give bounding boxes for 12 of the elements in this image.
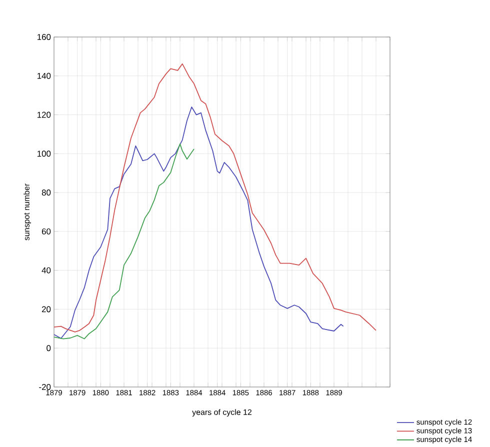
y-tick-label: 140 [37,72,51,79]
y-tick-label: 0 [46,345,51,352]
y-tick-label: 80 [42,189,51,196]
y-tick-label: 40 [42,267,51,274]
y-tick-label: 100 [37,150,51,157]
y-tick-label: 20 [42,306,51,312]
line-series [54,106,344,339]
y-tick-label: 60 [42,228,51,234]
y-tick-label: 120 [37,112,51,118]
y-tick-label: 160 [37,34,51,40]
line-series [54,143,194,340]
y-tick-label: -20 [39,384,51,390]
